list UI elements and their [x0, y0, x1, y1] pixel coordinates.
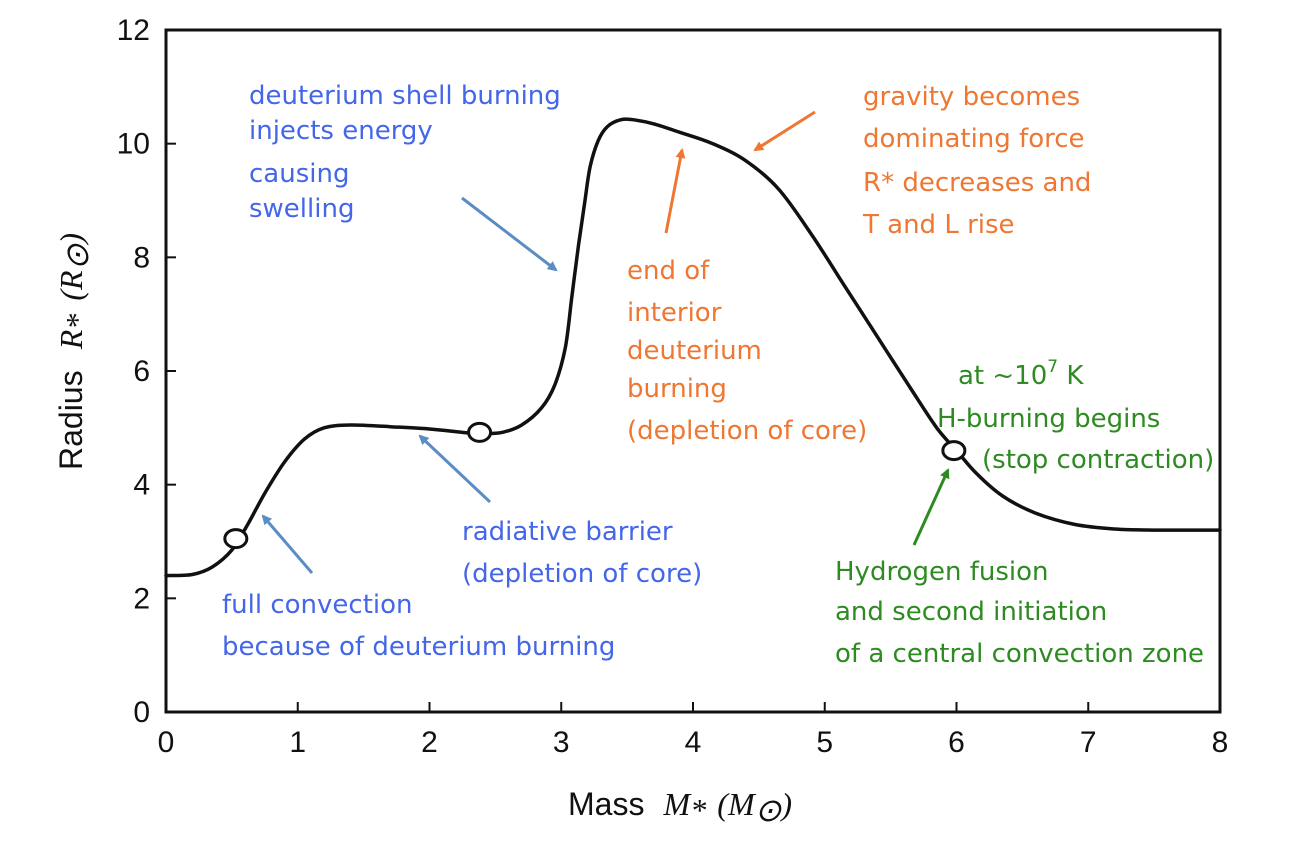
y-tick-label: 0	[133, 696, 150, 729]
y-tick-label: 4	[133, 469, 150, 502]
annotation-deuterium-shell: deuterium shell burning injects energy c…	[249, 81, 569, 224]
y-axis-label: Radius R* (R⊙)	[53, 233, 95, 470]
curve-marker-2	[467, 421, 493, 443]
x-axis-ticks: 0 1 2 3 4 5 6 7 8	[158, 702, 1229, 759]
x-tick-label: 7	[1080, 726, 1097, 759]
y-tick-label: 6	[133, 355, 150, 388]
curve-marker-1	[223, 528, 249, 550]
arrow-deuterium-shell	[461, 196, 558, 272]
annotation-gravity: gravity becomes dominating force R* decr…	[862, 82, 1100, 240]
arrow-hydrogen-fusion	[912, 468, 950, 546]
arrow-radiative-barrier	[418, 434, 492, 504]
annotation-hydrogen-fusion: Hydrogen fusion and second initiation of…	[835, 557, 1204, 669]
annotation-arrows	[261, 110, 950, 574]
x-tick-label: 5	[816, 726, 833, 759]
y-tick-label: 10	[117, 128, 150, 161]
curve-markers	[223, 421, 967, 550]
x-tick-label: 8	[1212, 726, 1229, 759]
mass-radius-curve	[164, 117, 1222, 578]
x-axis-label: Mass M* (M⊙)	[568, 786, 792, 828]
y-tick-label: 8	[133, 241, 150, 274]
annotation-full-convection: full convection because of deuterium bur…	[222, 590, 615, 662]
arrow-end-interior	[664, 148, 686, 234]
y-tick-label: 12	[117, 14, 150, 47]
x-tick-label: 3	[553, 726, 570, 759]
annotation-radiative-barrier: radiative barrier (depletion of core)	[462, 517, 702, 589]
annotation-h-burning: at ~107 K H-burning begins (stop contrac…	[937, 357, 1214, 475]
x-tick-label: 4	[685, 726, 702, 759]
x-tick-label: 2	[421, 726, 438, 759]
x-tick-label: 0	[158, 726, 175, 759]
x-tick-label: 6	[948, 726, 965, 759]
curve-marker-3	[941, 440, 967, 462]
arrow-full-convection	[261, 514, 314, 574]
annotation-end-interior: end of interior deuterium burning (deple…	[627, 256, 867, 446]
y-axis-ticks: 0 2 4 6 8 10 12	[117, 14, 176, 729]
arrow-gravity	[753, 110, 816, 152]
y-tick-label: 2	[133, 582, 150, 615]
x-tick-label: 1	[289, 726, 306, 759]
